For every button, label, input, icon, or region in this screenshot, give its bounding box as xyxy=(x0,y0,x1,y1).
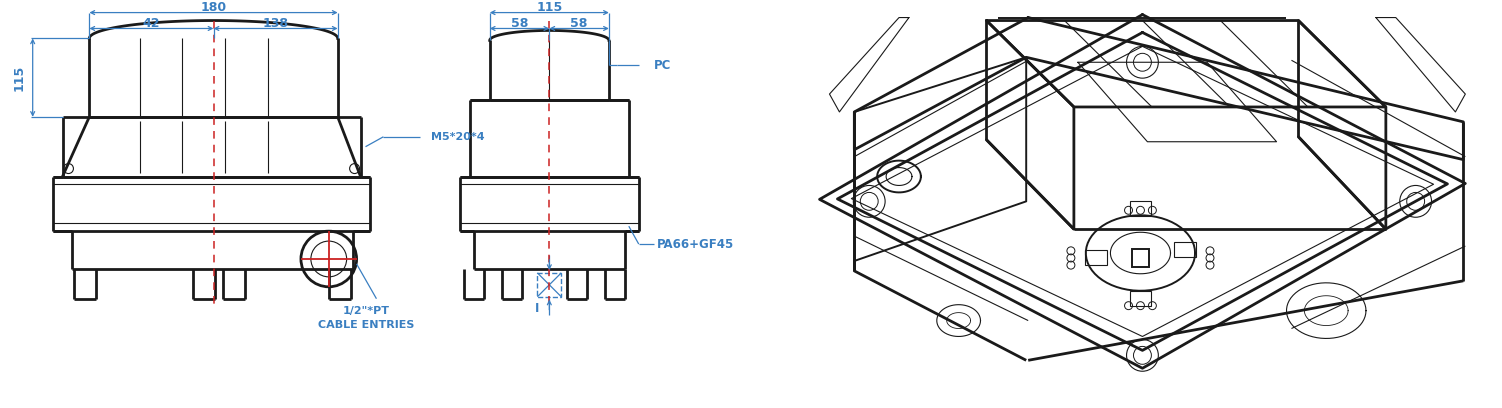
Text: CABLE ENTRIES: CABLE ENTRIES xyxy=(318,319,415,330)
Text: M5*20*4: M5*20*4 xyxy=(431,132,485,142)
Text: 58: 58 xyxy=(571,17,587,30)
Text: 115: 115 xyxy=(12,64,26,91)
Bar xyxy=(1130,202,1152,216)
Text: 58: 58 xyxy=(511,17,529,30)
Text: 138: 138 xyxy=(263,17,288,30)
Text: PA66+GF45: PA66+GF45 xyxy=(656,237,734,251)
Bar xyxy=(1084,250,1107,265)
Text: PC: PC xyxy=(653,59,671,72)
Bar xyxy=(1175,242,1196,257)
Text: 1/2"*PT: 1/2"*PT xyxy=(342,306,391,316)
Text: 42: 42 xyxy=(143,17,161,30)
Bar xyxy=(538,273,562,297)
Text: 115: 115 xyxy=(536,1,562,14)
Bar xyxy=(1130,291,1152,306)
Bar xyxy=(1131,249,1149,267)
Text: 180: 180 xyxy=(200,1,227,14)
Text: I: I xyxy=(535,302,539,315)
